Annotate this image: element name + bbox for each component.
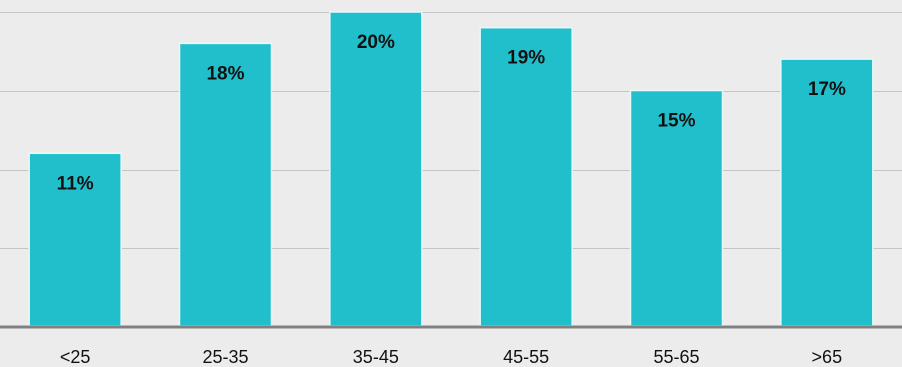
value-label-2: 20% [357, 32, 395, 53]
value-label-1: 18% [206, 63, 244, 84]
x-tick-label-0: <25 [60, 347, 91, 367]
value-label-0: 11% [57, 173, 94, 194]
x-tick-label-5: >65 [812, 347, 843, 367]
x-tick-label-3: 45-55 [503, 347, 549, 367]
bar-5 [780, 58, 874, 327]
value-label-3: 19% [507, 48, 545, 69]
value-label-4: 15% [657, 111, 695, 132]
bar-3 [479, 26, 573, 327]
bar-0 [28, 152, 122, 327]
bar-2 [329, 11, 423, 327]
bar-1 [178, 42, 273, 327]
x-tick-label-4: 55-65 [653, 347, 699, 367]
value-label-5: 17% [808, 79, 846, 100]
x-tick-label-2: 35-45 [353, 347, 399, 367]
x-tick-label-1: 25-35 [202, 347, 248, 367]
